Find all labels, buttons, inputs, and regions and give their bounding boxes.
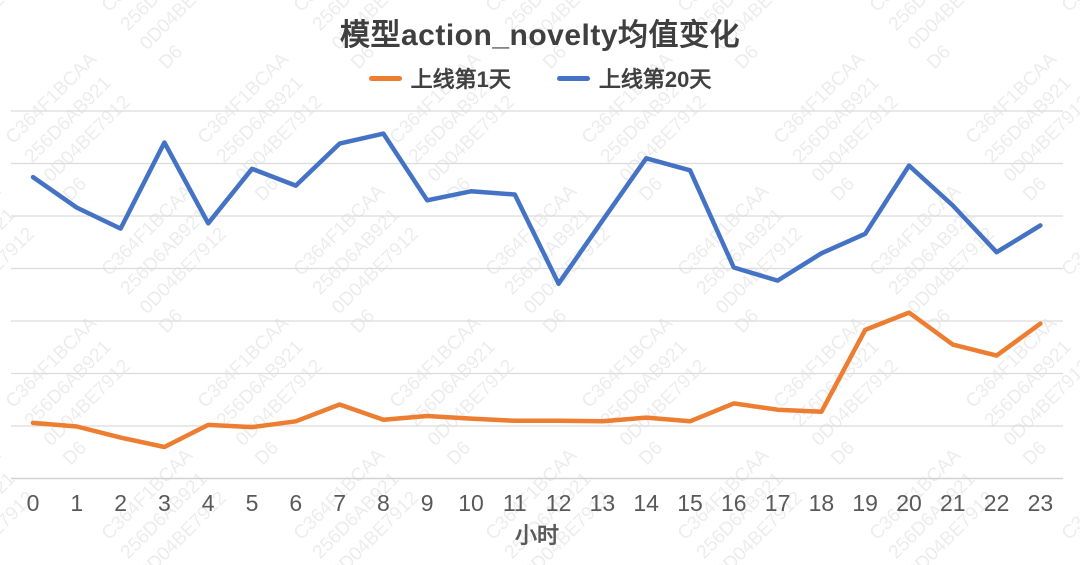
- x-tick-label: 12: [546, 490, 572, 516]
- x-tick-label: 8: [377, 490, 390, 516]
- x-tick-label: 20: [896, 490, 922, 516]
- x-tick-label: 19: [852, 490, 878, 516]
- x-tick-label: 17: [765, 490, 791, 516]
- x-tick-label: 4: [202, 490, 215, 516]
- x-tick-label: 2: [114, 490, 127, 516]
- x-tick-label: 5: [246, 490, 259, 516]
- x-tick-label: 0: [27, 490, 40, 516]
- x-tick-label: 18: [809, 490, 835, 516]
- gridlines: [11, 110, 1063, 480]
- x-tick-label: 11: [503, 490, 527, 516]
- series-lines: [30, 131, 1043, 450]
- chart-line-day1: [30, 310, 1043, 450]
- x-tick-label: 23: [1028, 490, 1054, 516]
- x-tick-label: 3: [158, 490, 171, 516]
- legend-line-swatch-day1: [368, 75, 402, 81]
- legend-item-day1: 上线第1天: [368, 62, 511, 94]
- x-tick-label: 6: [289, 490, 302, 516]
- x-tick-label: 7: [333, 490, 346, 516]
- legend-line-swatch-day20: [556, 75, 590, 81]
- legend-label-day20: 上线第20天: [598, 67, 712, 92]
- x-tick-label: 10: [458, 490, 484, 516]
- chart-line-day20: [30, 131, 1043, 286]
- x-tick-label: 22: [984, 490, 1010, 516]
- x-tick-label: 13: [590, 490, 616, 516]
- x-tick-label: 21: [940, 490, 966, 516]
- x-axis-title: 小时: [515, 523, 559, 548]
- x-tick-label: 9: [421, 490, 434, 516]
- x-tick-label: 15: [677, 490, 703, 516]
- legend-label-day1: 上线第1天: [410, 67, 511, 92]
- x-tick-label: 16: [721, 490, 747, 516]
- chart-title: 模型action_novelty均值变化: [339, 19, 741, 52]
- x-tick-label: 14: [633, 490, 659, 516]
- x-axis-tick-labels: 0 1 2 3 4 5 6 7 8 9 10 11 12 13 14 15 16 17 18 19 20 21 22 23: [27, 490, 1054, 516]
- legend-item-day20: 上线第20天: [556, 62, 712, 94]
- x-tick-label: 1: [70, 490, 83, 516]
- chart-legend: 上线第1天 上线第20天: [0, 62, 1080, 94]
